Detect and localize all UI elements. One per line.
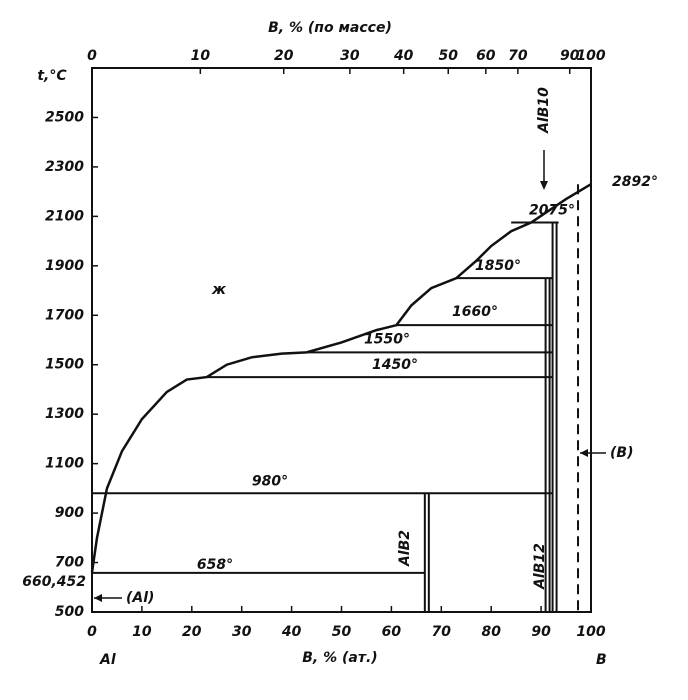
isotherm-label: 658° xyxy=(197,557,233,573)
y-tick-label: 1100 xyxy=(45,456,84,472)
y-tick-label: 1500 xyxy=(45,357,84,373)
y-tick-label: 2500 xyxy=(45,109,84,125)
compound-label: AlB12 xyxy=(532,543,548,590)
isotherm-label: 2075° xyxy=(529,203,575,219)
y-tick-label: 500 xyxy=(55,604,84,620)
top-tick-label: 40 xyxy=(393,48,414,64)
top-tick-label: 50 xyxy=(439,48,459,64)
alb10-arrowhead xyxy=(540,181,548,190)
al-label: Al xyxy=(99,652,116,668)
x-tick-label: 100 xyxy=(576,624,605,640)
b-label: B xyxy=(596,652,607,668)
y-tick-label: 2300 xyxy=(45,159,84,175)
top-tick-label: 100 xyxy=(576,48,605,64)
isotherm-label: 1850° xyxy=(475,258,521,274)
compound-label: AlB10 xyxy=(536,87,552,134)
top-tick-label: 60 xyxy=(476,48,496,64)
liquidus xyxy=(90,183,592,573)
al-phase-label: (Al) xyxy=(126,590,154,606)
y-tick-label: 1300 xyxy=(45,406,84,422)
plot-frame xyxy=(91,67,592,613)
x-tick-label: 10 xyxy=(132,624,152,640)
x-tick-label: 0 xyxy=(87,624,97,640)
isotherm-label: 1660° xyxy=(452,304,498,320)
y-axis-title: t,°C xyxy=(37,68,67,84)
y-tick-label: 700 xyxy=(55,555,84,571)
top-tick-label: 10 xyxy=(191,48,211,64)
top-tick-label: 30 xyxy=(340,48,360,64)
y-tick-label: 1900 xyxy=(45,258,84,274)
top-tick-label: 90 xyxy=(560,48,580,64)
y-tick-label: 2100 xyxy=(45,208,84,224)
isotherm-label: 1450° xyxy=(372,357,418,373)
x-tick-label: 20 xyxy=(182,624,202,640)
liquid-label: ж xyxy=(211,282,227,298)
top-tick-label: 0 xyxy=(87,48,97,64)
x-tick-label: 30 xyxy=(232,624,252,640)
x-tick-label: 50 xyxy=(332,624,352,640)
x-tick-label: 90 xyxy=(531,624,551,640)
top-tick-label: 20 xyxy=(274,48,294,64)
compound-label: AlB2 xyxy=(397,530,413,567)
boron-melt-label: 2892° xyxy=(612,174,658,190)
x-tick-label: 80 xyxy=(481,624,501,640)
isotherm-label: 1550° xyxy=(364,331,410,347)
al-arrowhead xyxy=(94,594,102,602)
b-arrowhead xyxy=(580,449,588,457)
x-tick-label: 60 xyxy=(382,624,402,640)
al-melt-label: 660,452 xyxy=(22,574,86,590)
y-tick-label: 1700 xyxy=(45,307,84,323)
x-tick-label: 40 xyxy=(281,624,302,640)
isotherm-label: 980° xyxy=(252,473,288,489)
x-tick-label: 70 xyxy=(432,624,452,640)
top-axis-title: B, % (по массе) xyxy=(268,20,392,36)
y-tick-label: 900 xyxy=(55,505,84,521)
top-tick-label: 70 xyxy=(508,48,528,64)
x-axis-title: B, % (ат.) xyxy=(302,650,377,666)
b-phase-label: (B) xyxy=(610,445,633,461)
